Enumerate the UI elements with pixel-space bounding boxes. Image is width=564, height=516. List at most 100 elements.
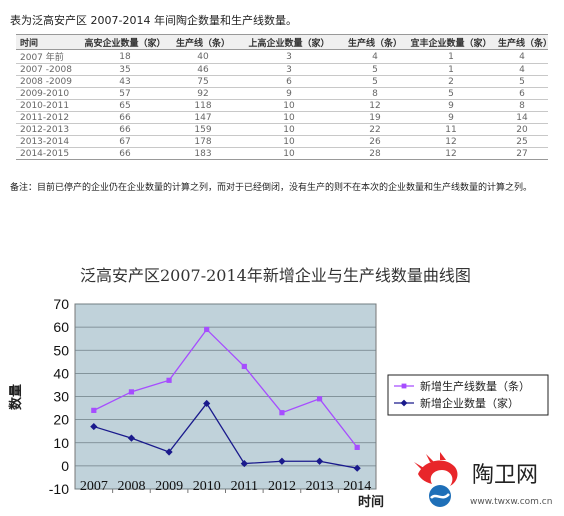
table-cell: 8: [344, 87, 406, 100]
y-tick-label: 0: [61, 458, 69, 474]
table-cell: 6: [496, 87, 548, 100]
table-cell: 4: [344, 49, 406, 64]
point-marker: [316, 396, 323, 402]
table-row: 2008 -2009 43 75 6 5 2 5: [16, 75, 548, 88]
table-header-cell: 上高企业数量（家）: [234, 34, 344, 50]
table-cell: 9: [406, 111, 496, 124]
watermark-url: www.twxw.com.cn: [470, 497, 552, 507]
table-cell: 18: [78, 49, 172, 64]
table-header-cell: 生产线（条）: [172, 34, 234, 50]
table-cell: 5: [406, 87, 496, 100]
table-cell: 9: [234, 87, 344, 100]
table-cell: 2012-2013: [16, 123, 78, 136]
table-cell: 2: [406, 75, 496, 88]
table-cell: 19: [344, 111, 406, 124]
table-cell: 1: [406, 63, 496, 76]
table-header-cell: 宜丰企业数量（家）: [406, 34, 496, 50]
watermark-text: 陶卫网: [472, 463, 538, 488]
table-cell: 10: [234, 111, 344, 124]
table-cell: 11: [406, 123, 496, 136]
table-cell: 20: [496, 123, 548, 136]
table-cell: 12: [406, 147, 496, 160]
point-marker: [354, 444, 360, 450]
x-axis-label: 时间: [358, 494, 384, 510]
x-tick-label: 2012: [268, 479, 296, 494]
table-row: 2007 年前 18 40 3 4 1 4: [16, 49, 548, 64]
point-marker: [91, 407, 97, 413]
y-axis-label: 数量: [8, 384, 24, 410]
table-cell: 2013-2014: [16, 135, 78, 148]
y-tick-label: 30: [53, 389, 69, 405]
table-note: 备注：目前已停产的企业仍在企业数量的计算之列，而对于已经倒闭，没有生产的则不在本…: [10, 183, 533, 193]
table-row: 2009-2010 57 92 9 8 5 6: [16, 87, 548, 100]
table-caption: 表为泛高安产区 2007-2014 年间陶企数量和生产线数量。: [10, 14, 297, 27]
x-tick-label: 2013: [306, 479, 334, 494]
table-cell: 75: [172, 75, 234, 88]
table-row: 2012-2013 66 159 10 22 11 20: [16, 123, 548, 136]
point-marker: [241, 363, 247, 370]
table-cell: 67: [78, 135, 172, 148]
table-cell: 35: [78, 63, 172, 76]
point-marker: [166, 377, 172, 383]
table-cell: 4: [496, 63, 548, 76]
series-line-0: [93, 328, 358, 448]
table-row: 2010-2011 65 118 10 12 9 8: [16, 99, 548, 112]
table-cell: 66: [78, 123, 172, 136]
table-header-row: 时间 高安企业数量（家） 生产线（条） 上高企业数量（家） 生产线（条） 宜丰企业数量（家…: [16, 34, 548, 50]
table-cell: 8: [496, 99, 548, 112]
table-cell: 118: [172, 99, 234, 112]
table-cell: 6: [234, 75, 344, 88]
table-cell: 147: [172, 111, 234, 124]
legend-box: [387, 374, 549, 416]
table-row: 2013-2014 67 178 10 26 12 25: [16, 135, 548, 148]
table-header-cell: 生产线（条）: [344, 34, 406, 50]
watermark-logo: 陶卫网 www.twxw.com.cn: [410, 452, 560, 512]
table-cell: 2007 年前: [16, 49, 78, 64]
table-cell: 25: [496, 135, 548, 148]
table-cell: 2014-2015: [16, 147, 78, 160]
table-cell: 40: [172, 49, 234, 64]
table-cell: 10: [234, 99, 344, 112]
table-header-cell: 生产线（条）: [496, 34, 548, 50]
table-header-cell: 高安企业数量（家）: [78, 34, 172, 50]
table-cell: 5: [344, 75, 406, 88]
point-marker: [203, 399, 211, 408]
table-cell: 43: [78, 75, 172, 88]
table-cell: 28: [344, 147, 406, 160]
x-tick-label: 2010: [193, 479, 221, 494]
table-cell: 9: [406, 99, 496, 112]
table-cell: 4: [496, 49, 548, 64]
table-cell: 2010-2011: [16, 99, 78, 112]
table-row: 2011-2012 66 147 10 19 9 14: [16, 111, 548, 124]
table-cell: 5: [344, 63, 406, 76]
table-cell: 2009-2010: [16, 87, 78, 100]
table-header-cell: 时间: [16, 34, 78, 50]
legend-label: 新增企业数量（家）: [420, 396, 519, 410]
chart-title: 泛高安产区2007-2014年新增企业与生产线数量曲线图: [80, 266, 471, 285]
legend-label: 新增生产线数量（条）: [420, 379, 530, 393]
point-marker: [204, 326, 210, 333]
y-tick-label: 50: [53, 342, 69, 358]
table-cell: 66: [78, 147, 172, 160]
table-cell: 2011-2012: [16, 111, 78, 124]
table-cell: 10: [234, 135, 344, 148]
table-body: 2007 年前 18 40 3 4 1 4 2007 -2008 35 46 3 5 1 4 2008 -2…: [16, 49, 548, 160]
table-cell: 2008 -2009: [16, 75, 78, 88]
table-cell: 12: [406, 135, 496, 148]
point-marker: [127, 434, 136, 442]
data-table: 时间 高安企业数量（家） 生产线（条） 上高企业数量（家） 生产线（条） 宜丰企业数量（家…: [16, 34, 548, 160]
point-marker: [128, 389, 135, 395]
y-tick-label: -10: [49, 481, 69, 497]
table-cell: 183: [172, 147, 234, 160]
x-tick-label: 2009: [155, 479, 183, 494]
table-cell: 92: [172, 87, 234, 100]
table-cell: 1: [406, 49, 496, 64]
table-row: 2014-2015 66 183 10 28 12 27: [16, 147, 548, 160]
y-tick-label: 70: [53, 296, 69, 312]
point-marker: [240, 459, 248, 468]
table-cell: 10: [234, 123, 344, 136]
table-cell: 27: [496, 147, 548, 160]
y-tick-label: 10: [53, 435, 69, 451]
table-cell: 10: [234, 147, 344, 160]
